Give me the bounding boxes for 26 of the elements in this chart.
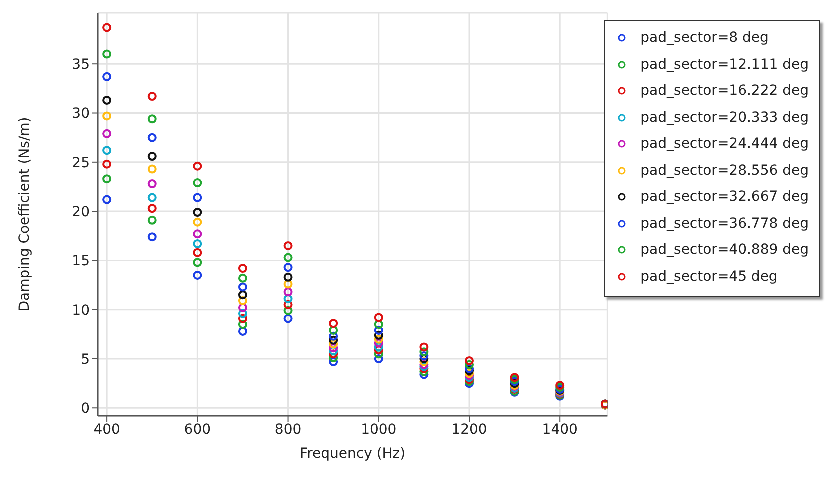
x-tick-label: 1000 [361, 422, 397, 438]
legend-label: pad_sector=20.333 deg [640, 110, 809, 126]
y-tick-label: 10 [72, 302, 90, 319]
legend-label: pad_sector=45 deg [640, 268, 778, 285]
y-tick-label: 25 [72, 155, 90, 172]
x-tick-label: 400 [94, 422, 120, 438]
y-tick-label: 20 [72, 204, 90, 221]
y-tick-label: 0 [81, 401, 90, 418]
x-tick-label: 1400 [542, 422, 578, 438]
legend-label: pad_sector=8 deg [640, 30, 769, 46]
legend-label: pad_sector=32.667 deg [640, 189, 809, 206]
x-tick-label: 1200 [452, 422, 488, 438]
x-axis-title: Frequency (Hz) [300, 446, 406, 462]
legend-label: pad_sector=16.222 deg [640, 83, 809, 100]
y-tick-label: 15 [72, 254, 90, 270]
y-tick-label: 30 [72, 106, 90, 122]
y-axis-title: Damping Coefficient (Ns/m) [16, 117, 33, 312]
x-tick-label: 600 [184, 422, 212, 438]
x-tick-label: 800 [274, 422, 302, 438]
y-tick-label: 35 [72, 57, 90, 74]
legend-label: pad_sector=24.444 deg [640, 136, 809, 152]
legend-label: pad_sector=40.889 deg [640, 242, 809, 258]
legend-label: pad_sector=28.556 deg [640, 162, 809, 179]
y-tick-label: 5 [81, 352, 90, 368]
legend-label: pad_sector=12.111 deg [640, 56, 809, 73]
legend-label: pad_sector=36.778 deg [640, 216, 809, 232]
